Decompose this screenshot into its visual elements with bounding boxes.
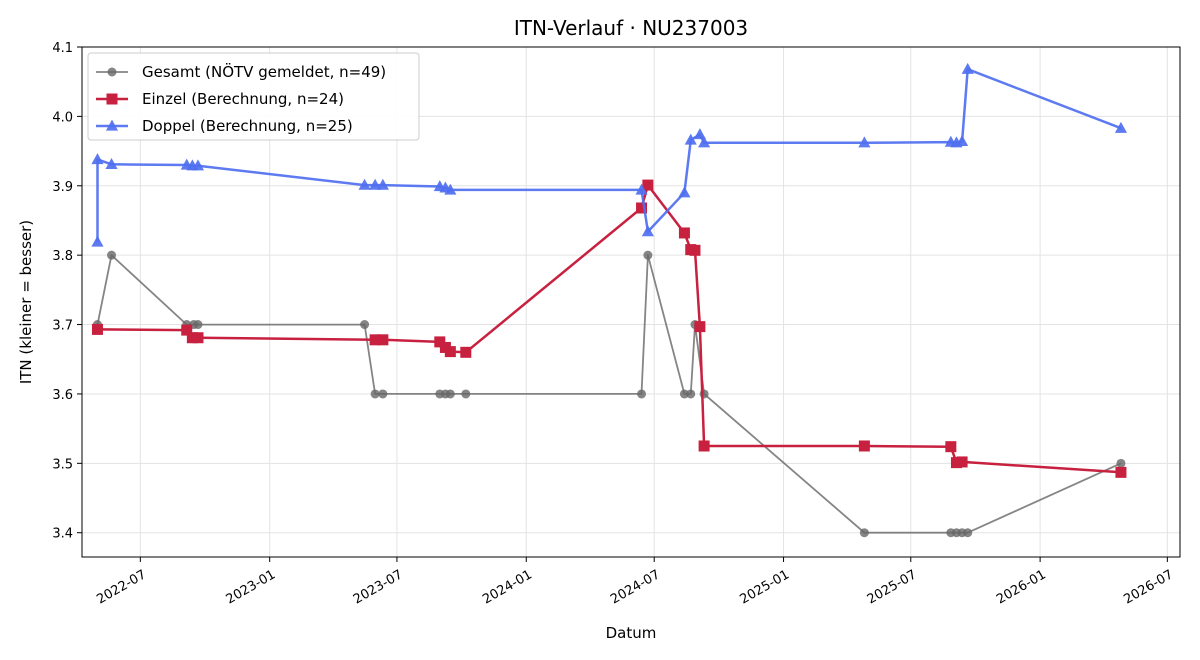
data-point	[377, 334, 389, 346]
data-point	[369, 334, 381, 346]
data-point	[370, 389, 380, 399]
data-point	[643, 250, 653, 260]
data-point	[191, 159, 205, 171]
data-point	[91, 235, 104, 247]
data-point	[635, 183, 648, 195]
data-point	[91, 153, 104, 165]
legend-marker	[105, 119, 119, 131]
series-1	[91, 179, 1127, 478]
legend-marker	[107, 67, 117, 77]
data-point	[444, 346, 456, 358]
legend-label: Doppel (Berechnung, n=25)	[142, 117, 353, 135]
data-point	[684, 133, 697, 145]
data-point	[686, 389, 696, 399]
y-tick-label: 3.7	[52, 319, 73, 334]
data-point	[956, 456, 968, 468]
data-point	[956, 135, 969, 147]
y-tick-label: 4.1	[52, 41, 73, 56]
data-point	[192, 332, 204, 344]
data-point	[641, 225, 654, 237]
x-axis-title: Datum	[606, 624, 657, 642]
data-point	[636, 202, 648, 214]
y-tick-label: 3.9	[52, 180, 73, 195]
legend-box	[87, 52, 420, 141]
legend-label: Gesamt (NÖTV gemeldet, n=49)	[142, 62, 386, 81]
y-tick-label: 3.5	[52, 457, 73, 472]
data-point	[945, 441, 957, 453]
data-point	[678, 186, 691, 198]
data-point	[91, 323, 103, 335]
data-point	[1115, 466, 1127, 478]
y-axis-title: ITN (kleiner = besser)	[17, 220, 35, 384]
data-point	[461, 389, 471, 399]
data-point	[460, 346, 472, 358]
series-0	[92, 250, 1126, 538]
y-tick-label: 4.0	[52, 110, 73, 125]
data-point	[679, 389, 689, 399]
data-point	[642, 179, 654, 191]
data-point	[181, 324, 193, 336]
y-tick-label: 3.8	[52, 249, 73, 264]
data-point	[963, 528, 973, 538]
data-point	[358, 178, 371, 190]
data-point	[186, 332, 198, 344]
data-point	[376, 178, 389, 190]
y-axis: 3.4 3.5 3.6 3.7 3.8 3.9 4.0 4.1	[52, 41, 82, 542]
legend: Gesamt (NÖTV gemeldet, n=49) Einzel (Bere…	[87, 52, 420, 141]
y-tick-label: 3.4	[52, 527, 73, 542]
data-point	[698, 440, 710, 452]
data-point	[107, 250, 117, 260]
plot-frame	[81, 46, 1181, 558]
series-layer	[91, 62, 1128, 538]
data-point	[360, 320, 370, 330]
series-line	[97, 183, 1122, 474]
data-point	[950, 457, 962, 469]
data-point	[689, 244, 701, 256]
data-point	[434, 336, 446, 348]
data-point	[961, 62, 974, 74]
data-point	[693, 128, 706, 140]
data-point	[378, 389, 388, 399]
data-point	[444, 183, 457, 195]
data-point	[193, 320, 203, 330]
data-point	[637, 389, 647, 399]
data-point	[698, 136, 711, 148]
data-point	[694, 321, 706, 333]
data-point	[1114, 121, 1128, 133]
series-2	[91, 62, 1128, 247]
data-point	[105, 157, 118, 169]
data-point	[1116, 458, 1126, 468]
data-point	[445, 389, 455, 399]
data-point	[858, 440, 870, 452]
chart-title: ITN-Verlauf · NU237003	[514, 16, 748, 40]
legend-label: Einzel (Berechnung, n=24)	[142, 90, 344, 108]
data-point	[858, 136, 871, 148]
y-tick-label: 3.6	[52, 388, 73, 403]
data-point	[678, 227, 690, 239]
data-point	[369, 178, 382, 190]
legend-marker	[106, 93, 118, 105]
data-point	[859, 528, 869, 538]
